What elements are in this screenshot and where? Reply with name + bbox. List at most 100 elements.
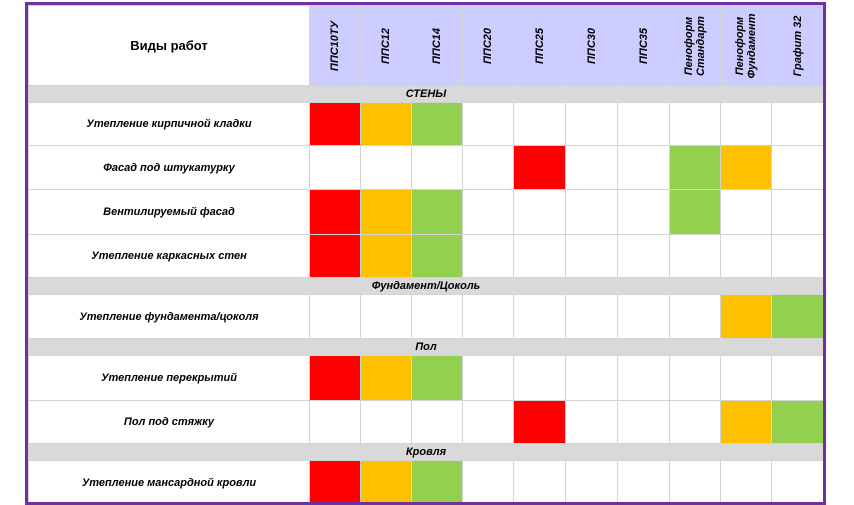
suitability-cell-empty xyxy=(462,355,514,401)
suitability-cell-red xyxy=(309,460,361,502)
suitability-cell-empty xyxy=(309,145,361,190)
product-label: ППС30 xyxy=(585,27,598,64)
product-header: ППС14 xyxy=(411,5,463,86)
suitability-cell-empty xyxy=(462,102,514,146)
work-types-header: Виды работ xyxy=(28,5,310,86)
suitability-cell-empty xyxy=(565,145,618,190)
work-type-label: Фасад под штукатурку xyxy=(28,145,310,190)
suitability-cell-red xyxy=(513,400,566,444)
header-row: Виды работ ППС10ТУ ППС12 ППС14 ППС20 ППС… xyxy=(28,5,823,86)
suitability-cell-red xyxy=(309,234,361,278)
suitability-cell-green xyxy=(411,234,463,278)
product-label: ППС14 xyxy=(431,27,443,64)
suitability-cell-empty xyxy=(411,294,463,339)
suitability-cell-empty xyxy=(669,460,721,502)
suitability-cell-empty xyxy=(513,189,566,235)
product-header: ППС20 xyxy=(462,5,514,86)
work-type-label: Утепление каркасных стен xyxy=(28,234,310,278)
table-row: Утепление кирпичной кладки xyxy=(28,102,823,146)
product-header: Пеноформ Фундамент xyxy=(720,5,772,86)
suitability-cell-empty xyxy=(771,145,823,190)
work-type-label: Утепление мансардной кровли xyxy=(28,460,310,502)
table-row: Утепление каркасных стен xyxy=(28,234,823,278)
work-type-label: Вентилируемый фасад xyxy=(28,189,310,235)
suitability-cell-empty xyxy=(720,355,772,401)
product-label: ППС12 xyxy=(380,27,392,64)
suitability-cell-empty xyxy=(617,355,670,401)
suitability-cell-red xyxy=(513,145,566,190)
suitability-cell-empty xyxy=(513,460,566,502)
suitability-cell-empty xyxy=(720,460,772,502)
suitability-cell-orange xyxy=(720,294,772,339)
suitability-cell-empty xyxy=(771,189,823,235)
table-row: Утепление фундамента/цоколя xyxy=(28,294,823,339)
suitability-cell-green xyxy=(669,189,721,235)
suitability-cell-green xyxy=(771,294,823,339)
suitability-cell-green xyxy=(411,189,463,235)
suitability-cell-empty xyxy=(411,145,463,190)
suitability-cell-red xyxy=(309,189,361,235)
suitability-cell-empty xyxy=(513,355,566,401)
product-label: Пенoформ Стандарт xyxy=(683,15,707,76)
suitability-cell-orange xyxy=(360,189,412,235)
table-row: Пол под стяжку xyxy=(28,400,823,444)
product-label: Графит 32 xyxy=(791,15,804,76)
suitability-cell-empty xyxy=(513,234,566,278)
suitability-cell-empty xyxy=(565,400,618,444)
table-row: Утепление перекрытий xyxy=(28,355,823,401)
suitability-cell-orange xyxy=(360,355,412,401)
work-type-label: Утепление фундамента/цоколя xyxy=(28,294,310,339)
suitability-cell-green xyxy=(771,400,823,444)
suitability-cell-empty xyxy=(617,102,670,146)
suitability-cell-green xyxy=(411,102,463,146)
section-row: Фундамент/Цоколь xyxy=(28,277,823,295)
suitability-cell-empty xyxy=(771,234,823,278)
suitability-cell-empty xyxy=(513,294,566,339)
suitability-cell-empty xyxy=(720,189,772,235)
suitability-cell-empty xyxy=(360,145,412,190)
suitability-cell-empty xyxy=(565,294,618,339)
work-type-label: Пол под стяжку xyxy=(28,400,310,444)
suitability-cell-empty xyxy=(565,189,618,235)
table-row: Вентилируемый фасад xyxy=(28,189,823,235)
suitability-cell-orange xyxy=(720,400,772,444)
product-header: ППС12 xyxy=(360,5,412,86)
suitability-cell-empty xyxy=(462,460,514,502)
section-row: Пол xyxy=(28,338,823,356)
suitability-cell-empty xyxy=(309,400,361,444)
suitability-cell-empty xyxy=(617,400,670,444)
product-header: ППС35 xyxy=(617,5,670,86)
product-label: ППС25 xyxy=(533,27,546,64)
suitability-cell-empty xyxy=(771,460,823,502)
product-header: ППС30 xyxy=(565,5,618,86)
suitability-cell-empty xyxy=(617,234,670,278)
suitability-cell-empty xyxy=(462,145,514,190)
suitability-cell-empty xyxy=(669,294,721,339)
suitability-cell-empty xyxy=(565,355,618,401)
product-header: Графит 32 xyxy=(771,5,823,86)
product-label: ППС35 xyxy=(637,27,650,64)
suitability-cell-empty xyxy=(669,355,721,401)
product-header: ППС10ТУ xyxy=(309,5,361,86)
suitability-cell-empty xyxy=(720,234,772,278)
suitability-cell-orange xyxy=(720,145,772,190)
product-label: Пеноформ Фундамент xyxy=(734,13,758,78)
suitability-cell-empty xyxy=(513,102,566,146)
section-row: Кровля xyxy=(28,443,823,461)
work-type-label: Утепление перекрытий xyxy=(28,355,310,401)
suitability-cell-orange xyxy=(360,102,412,146)
table-row: Утепление мансардной кровли xyxy=(28,460,823,502)
suitability-cell-green xyxy=(669,145,721,190)
section-title: Пол xyxy=(28,338,823,356)
suitability-cell-empty xyxy=(309,294,361,339)
suitability-cell-orange xyxy=(360,460,412,502)
suitability-cell-empty xyxy=(462,234,514,278)
table-frame: Виды работ ППС10ТУ ППС12 ППС14 ППС20 ППС… xyxy=(25,2,826,505)
suitability-cell-empty xyxy=(771,102,823,146)
suitability-cell-empty xyxy=(411,400,463,444)
suitability-cell-empty xyxy=(462,400,514,444)
work-type-label: Утепление кирпичной кладки xyxy=(28,102,310,146)
materials-table: Виды работ ППС10ТУ ППС12 ППС14 ППС20 ППС… xyxy=(28,5,823,502)
suitability-cell-empty xyxy=(360,400,412,444)
section-title: Кровля xyxy=(28,443,823,461)
